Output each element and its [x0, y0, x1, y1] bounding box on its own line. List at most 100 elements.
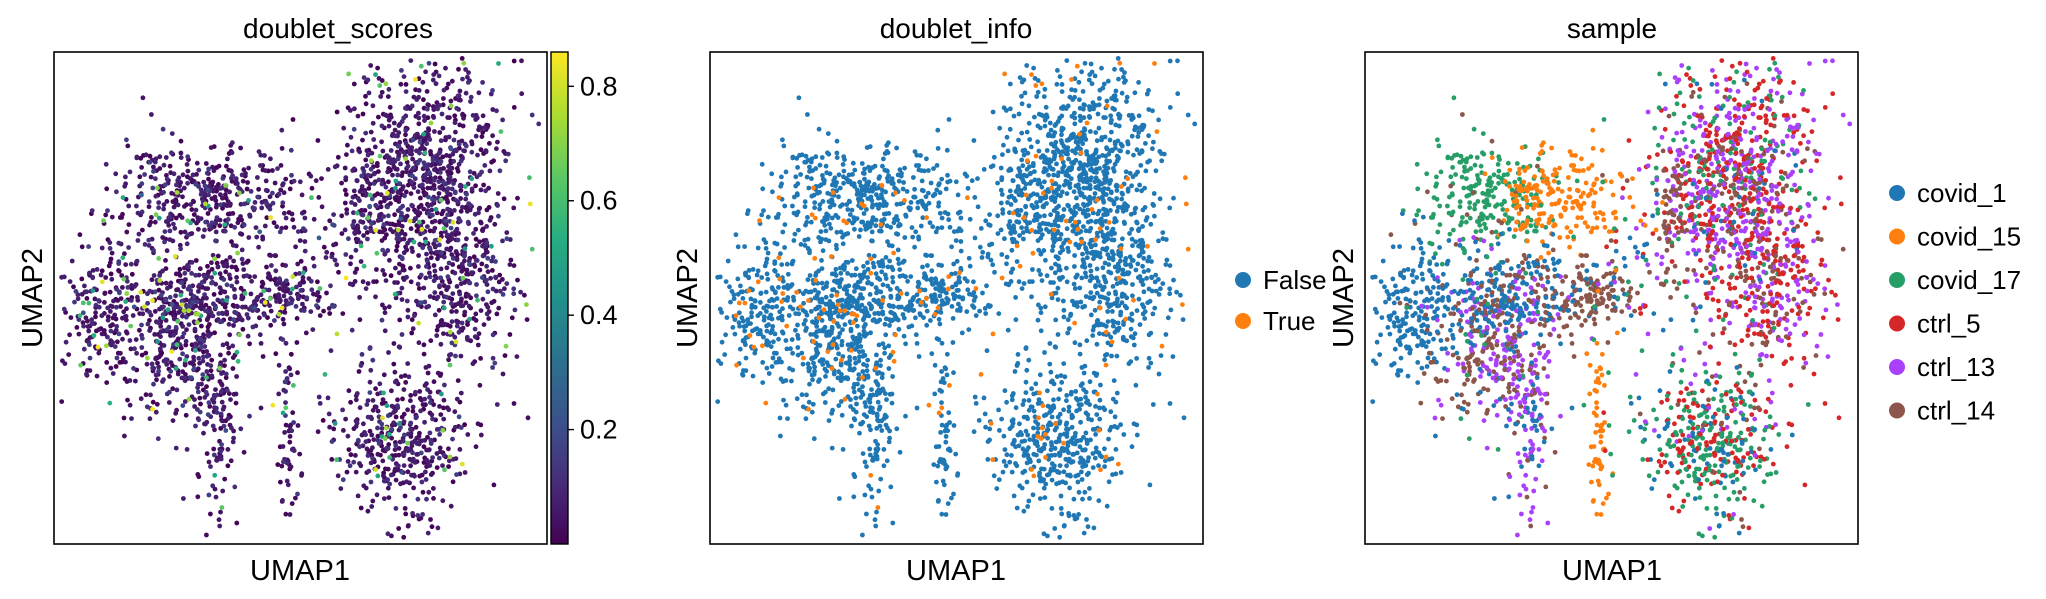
scatter-point [234, 275, 240, 280]
scatter-point [1087, 107, 1093, 112]
scatter-point [485, 255, 491, 261]
scatter-point [759, 275, 765, 280]
scatter-point [1069, 113, 1075, 119]
scatter-point [112, 312, 118, 318]
scatter-point [218, 509, 223, 515]
scatter-point [164, 357, 170, 363]
scatter-point [213, 184, 219, 190]
scatter-point [746, 268, 752, 273]
scatter-point [357, 149, 363, 155]
scatter-point [761, 314, 767, 320]
scatter-point [1108, 190, 1114, 196]
scatter-point [1100, 265, 1106, 271]
scatter-point [74, 325, 80, 330]
scatter-point [916, 354, 922, 359]
scatter-point [1035, 238, 1041, 244]
scatter-point [383, 81, 389, 87]
scatter-point [89, 208, 95, 214]
scatter-point [463, 143, 469, 149]
scatter-point [858, 183, 864, 189]
scatter-point [348, 261, 353, 267]
scatter-point [422, 383, 428, 388]
scatter-point [419, 144, 425, 150]
scatter-point [1082, 194, 1087, 200]
scatter-point [295, 261, 301, 267]
scatter-point [134, 258, 140, 264]
scatter-point [768, 344, 774, 349]
scatter-point [1122, 70, 1127, 75]
scatter-point [373, 386, 378, 392]
scatter-point [232, 287, 237, 292]
scatter-point [760, 186, 766, 192]
scatter-point [293, 304, 299, 309]
scatter-point [400, 184, 406, 190]
scatter-point [431, 72, 437, 77]
scatter-point [1175, 91, 1181, 97]
scatter-point [386, 117, 392, 123]
scatter-point [427, 274, 433, 280]
scatter-point [785, 416, 790, 421]
scatter-point [1109, 96, 1114, 101]
scatter-point [445, 81, 451, 87]
scatter-point [225, 156, 230, 162]
scatter-point [229, 150, 235, 156]
scatter-point [1035, 139, 1040, 145]
scatter-point [191, 294, 197, 299]
scatter-point [454, 472, 459, 477]
scatter-point [276, 311, 282, 317]
scatter-point [421, 351, 427, 357]
scatter-point [397, 261, 402, 267]
scatter-point [1146, 332, 1152, 338]
scatter-points-doublet-scores [59, 56, 542, 540]
scatter-point [217, 319, 223, 325]
scatter-point [436, 307, 442, 313]
scatter-point [1072, 121, 1078, 127]
scatter-point [363, 101, 369, 107]
scatter-point [745, 211, 750, 217]
scatter-point [283, 400, 288, 405]
scatter-point [955, 210, 961, 216]
scatter-point [401, 74, 407, 79]
scatter-point [1174, 289, 1179, 295]
scatter-point [408, 58, 414, 63]
scatter-point [391, 120, 397, 126]
scatter-point [167, 228, 173, 234]
scatter-point [1043, 168, 1048, 174]
scatter-point [289, 172, 294, 178]
scatter-point [327, 424, 332, 430]
scatter-point [157, 278, 163, 283]
scatter-point [1040, 195, 1046, 201]
scatter-point [108, 271, 114, 277]
scatter-point [474, 258, 480, 263]
scatter-point [722, 352, 728, 357]
scatter-point [1048, 195, 1054, 201]
scatter-point [477, 267, 483, 273]
scatter-point [1152, 305, 1158, 311]
scatter-point [849, 207, 855, 213]
scatter-point [471, 262, 477, 267]
scatter-point [112, 344, 118, 349]
scatter-point [384, 232, 389, 238]
scatter-point [452, 303, 458, 308]
scatter-point [783, 169, 789, 175]
scatter-point [1057, 277, 1063, 282]
scatter-point [248, 189, 254, 194]
scatter-point [380, 415, 385, 421]
scatter-point [212, 472, 218, 478]
scatter-point [493, 274, 498, 280]
scatter-point [806, 185, 812, 191]
scatter-point [1068, 313, 1073, 318]
scatter-point [412, 313, 417, 318]
scatter-point [373, 227, 379, 233]
scatter-point [388, 273, 394, 279]
scatter-point [456, 414, 462, 420]
scatter-point [452, 208, 457, 213]
scatter-point [463, 67, 468, 72]
scatter-point [1109, 353, 1114, 359]
scatter-point [139, 192, 144, 198]
scatter-point [822, 222, 828, 228]
scatter-point [448, 352, 454, 357]
scatter-point [96, 327, 102, 332]
scatter-point [1024, 129, 1030, 135]
scatter-point [171, 171, 177, 177]
